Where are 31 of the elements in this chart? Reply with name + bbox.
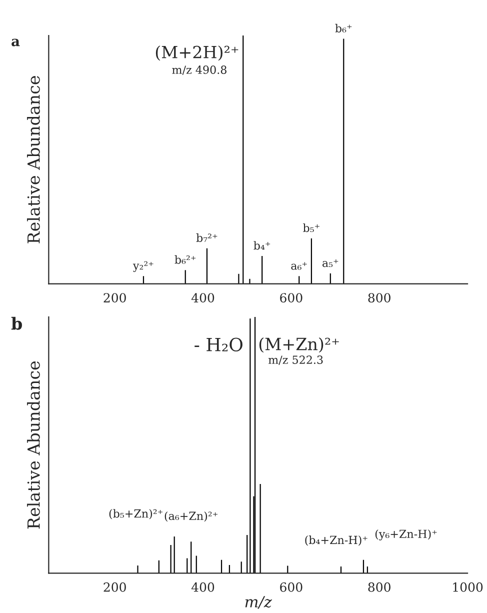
text: a (12, 38, 20, 46)
annotation: - H₂O (194, 338, 242, 352)
annotation: m/z 522.3 (268, 356, 323, 365)
annotation: y₂²⁺ (132, 261, 154, 272)
x-tick-label: 600 (280, 582, 302, 592)
annotation: (M+Zn)²⁺ (259, 337, 339, 353)
x-tick-label: 400 (191, 293, 214, 303)
annotation: b₄⁺ (254, 241, 270, 250)
annotation: (M+2H)²⁺ (156, 45, 238, 61)
annotation: b₅⁺ (303, 223, 320, 232)
x-axis-title: m/z (245, 596, 272, 609)
x-tick-label: 200 (104, 293, 126, 303)
y-axis-title: Relative Abundance (27, 361, 40, 529)
annotation: (b₅+Zn)²⁺ (109, 509, 162, 520)
x-tick-label: 800 (368, 293, 390, 303)
text: b (11, 316, 22, 330)
annotation: (b₄+Zn-H)⁺ (305, 536, 368, 546)
annotation: b₆²⁺ (174, 255, 196, 264)
annotation: (a₆+Zn)²⁺ (164, 511, 218, 522)
x-tick-label: 600 (280, 293, 302, 303)
x-tick-label: 400 (191, 582, 214, 592)
y-axis-title: Relative Abundance (27, 76, 40, 244)
x-tick-label: 200 (104, 582, 126, 592)
annotation: b₇²⁺ (196, 233, 218, 242)
annotation: m/z 490.8 (172, 66, 226, 75)
x-tick-label: 1000 (453, 582, 483, 592)
annotation: b₆⁺ (335, 24, 352, 32)
x-tick-label: 800 (368, 582, 390, 592)
annotation: a₆⁺ (291, 262, 307, 270)
annotation: (y₆+Zn-H)⁺ (375, 529, 437, 540)
annotation: a₅⁺ (322, 259, 338, 268)
